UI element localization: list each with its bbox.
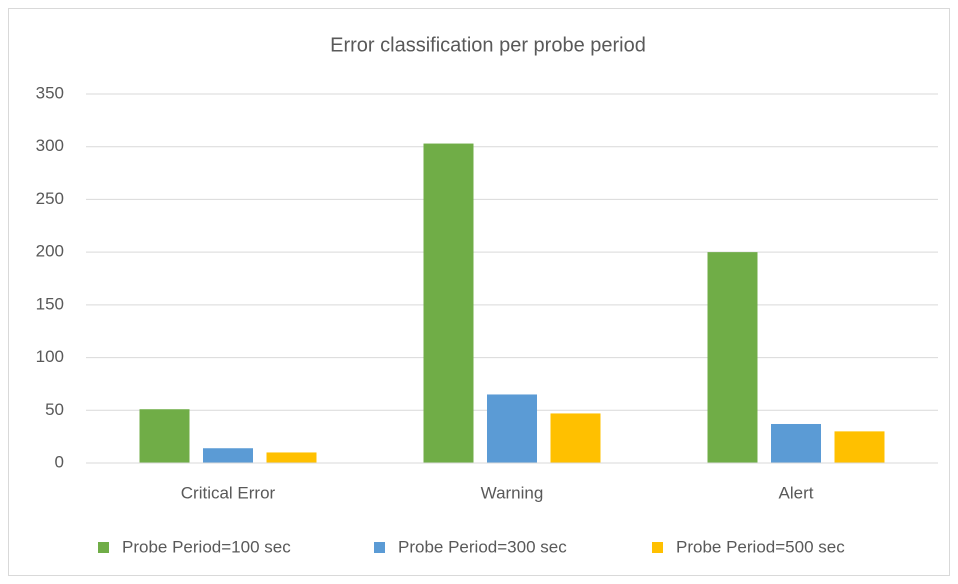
bar	[139, 409, 190, 463]
y-tick-label: 50	[45, 400, 64, 419]
y-tick-label: 350	[36, 83, 64, 102]
legend-label: Probe Period=500 sec	[676, 537, 845, 556]
x-tick-label: Warning	[481, 483, 544, 502]
bar	[266, 452, 317, 463]
bar	[487, 394, 537, 463]
y-tick-label: 100	[36, 347, 64, 366]
bar	[707, 252, 758, 463]
legend-swatch	[374, 542, 385, 553]
legend-label: Probe Period=300 sec	[398, 537, 567, 556]
x-tick-label: Critical Error	[181, 483, 276, 502]
bar	[203, 448, 253, 463]
bar	[423, 143, 474, 463]
chart-title: Error classification per probe period	[330, 34, 646, 56]
y-tick-label: 200	[36, 242, 64, 261]
legend-swatch	[98, 542, 109, 553]
legend-swatch	[652, 542, 663, 553]
chart-frame	[8, 8, 950, 576]
bar	[771, 423, 821, 463]
bar	[834, 431, 885, 463]
y-tick-label: 300	[36, 136, 64, 155]
legend-label: Probe Period=100 sec	[122, 537, 291, 556]
y-tick-label: 150	[36, 294, 64, 313]
y-tick-label: 0	[55, 452, 64, 471]
x-tick-label: Alert	[779, 483, 814, 502]
y-tick-label: 250	[36, 189, 64, 208]
bar	[550, 413, 601, 463]
